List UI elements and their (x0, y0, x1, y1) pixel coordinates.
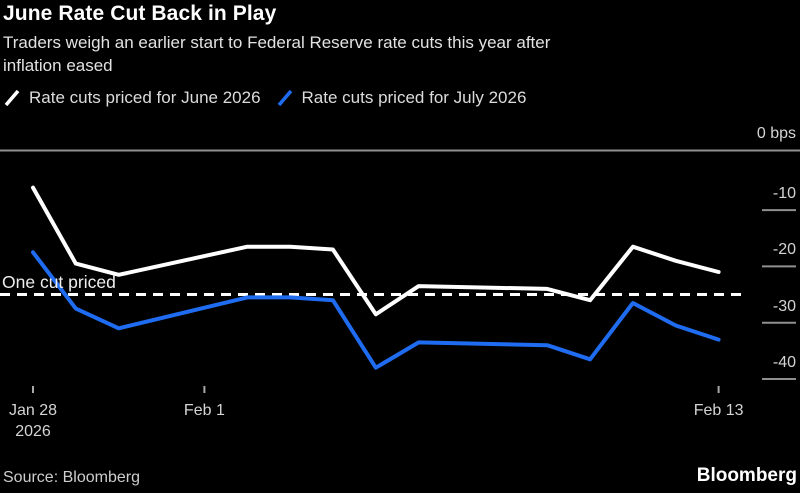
chart-legend: Rate cuts priced for June 2026 Rate cuts… (3, 88, 526, 108)
line-slash-icon (277, 89, 292, 107)
bloomberg-logo: Bloomberg (696, 465, 797, 486)
y-axis-label-0bps: 0 bps (756, 124, 796, 142)
legend-label-july-2026: Rate cuts priced for July 2026 (301, 88, 527, 107)
chart-subtitle: Traders weigh an earlier start to Federa… (3, 33, 551, 75)
series-line-june-2026 (31, 185, 721, 317)
source-text: Source: Bloomberg (3, 469, 140, 486)
legend-item-july-2026: Rate cuts priced for July 2026 (276, 88, 527, 108)
legend-label-june-2026: Rate cuts priced for June 2026 (29, 88, 261, 107)
june-series-marker (4, 89, 20, 107)
july-series-marker (277, 89, 292, 107)
legend-item-june-2026: Rate cuts priced for June 2026 (3, 88, 261, 108)
x-axis-label: Feb 13 (693, 402, 744, 419)
y-axis-label--30: -30 (772, 297, 796, 315)
chart-title: June Rate Cut Back in Play (3, 2, 277, 25)
x-axis-label: Jan 28 2026 (8, 402, 58, 440)
y-axis-label--20: -20 (772, 241, 796, 259)
one-cut-priced-label: One cut priced (2, 271, 116, 292)
line-slash-icon (4, 89, 20, 107)
x-axis-label: Feb 1 (183, 402, 225, 419)
series-line-july-2026 (31, 250, 721, 370)
y-axis-label--10: -10 (772, 185, 796, 203)
y-axis-label--40: -40 (772, 354, 796, 371)
